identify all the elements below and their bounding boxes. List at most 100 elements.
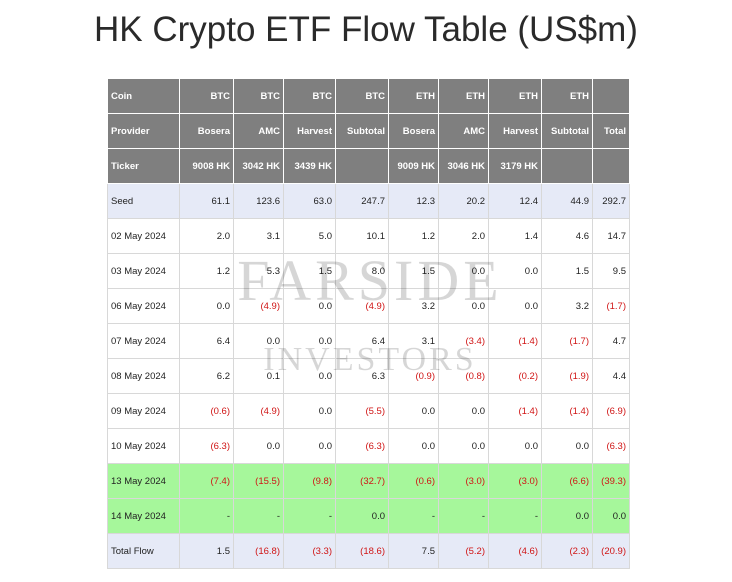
row-label: 08 May 2024 (107, 358, 180, 394)
table-cell: (6.3) (335, 428, 389, 464)
header-cell: BTC (179, 78, 234, 114)
header-cell (592, 78, 630, 114)
table-cell: (4.9) (233, 288, 284, 324)
table-cell: 0.0 (388, 428, 439, 464)
table-cell: (15.5) (233, 463, 284, 499)
header-cell (335, 148, 389, 184)
table-cell: 3.2 (541, 288, 593, 324)
table-cell: (4.9) (335, 288, 389, 324)
table-cell: 0.0 (283, 393, 336, 429)
table-cell: (16.8) (233, 533, 284, 569)
row-label: 09 May 2024 (107, 393, 180, 429)
table-cell: 3.2 (388, 288, 439, 324)
table-row: 14 May 2024- - -0.0- - -0.0 0.0 (107, 498, 630, 534)
row-label: Seed (107, 183, 180, 219)
table-cell: (20.9) (592, 533, 630, 569)
table-cell: 14.7 (592, 218, 630, 254)
row-label: 10 May 2024 (107, 428, 180, 464)
page-title: HK Crypto ETF Flow Table (US$m) (94, 10, 638, 49)
header-cell: ETH (488, 78, 542, 114)
table-cell: 0.0 (388, 393, 439, 429)
header-row-coin: Coin BTC BTC BTC BTC ETH ETH ETH ETH (107, 78, 630, 114)
table-cell: 4.6 (541, 218, 593, 254)
table-cell: 0.0 (233, 323, 284, 359)
header-cell: Total (592, 113, 630, 149)
table-cell: (3.0) (438, 463, 489, 499)
header-cell (592, 148, 630, 184)
table-cell: (6.3) (179, 428, 234, 464)
table-cell: 0.0 (592, 498, 630, 534)
table-cell: (7.4) (179, 463, 234, 499)
table-cell: (0.9) (388, 358, 439, 394)
table-cell: 4.7 (592, 323, 630, 359)
table-cell: (4.9) (233, 393, 284, 429)
table-cell: 5.3 (233, 253, 284, 289)
table-cell: 0.0 (438, 253, 489, 289)
table-cell: (0.6) (388, 463, 439, 499)
table-cell: (0.6) (179, 393, 234, 429)
header-cell: Harvest (488, 113, 542, 149)
table-cell: (0.8) (438, 358, 489, 394)
etf-flow-table: Coin BTC BTC BTC BTC ETH ETH ETH ETH Provider Bose… (107, 78, 630, 569)
row-label: 03 May 2024 (107, 253, 180, 289)
header-cell: AMC (233, 113, 284, 149)
header-cell: ETH (388, 78, 439, 114)
table-cell: (1.9) (541, 358, 593, 394)
table-cell: 9.5 (592, 253, 630, 289)
row-label: Total Flow (107, 533, 180, 569)
table-cell: - (233, 498, 284, 534)
table-cell: 1.5 (179, 533, 234, 569)
table-cell: (3.0) (488, 463, 542, 499)
header-cell: ETH (438, 78, 489, 114)
table-cell: - (488, 498, 542, 534)
header-cell: Harvest (283, 113, 336, 149)
table-cell: 61.1 (179, 183, 234, 219)
table-cell: 292.7 (592, 183, 630, 219)
header-cell: 3042 HK (233, 148, 284, 184)
header-cell: BTC (335, 78, 389, 114)
header-cell: 9009 HK (388, 148, 439, 184)
table-row: 06 May 2024 0.0 (4.9) 0.0 (4.9) 3.2 0.0 0.0 3.2(… (107, 288, 630, 324)
table-cell: 0.0 (179, 288, 234, 324)
table-cell: 0.0 (488, 288, 542, 324)
table-cell: (9.8) (283, 463, 336, 499)
table-row: 09 May 2024 (0.6) (4.9) 0.0 (5.5) 0.0 0.0 (1.4)… (107, 393, 630, 429)
table-cell: 0.0 (438, 393, 489, 429)
table-cell: 12.3 (388, 183, 439, 219)
header-cell: Bosera (179, 113, 234, 149)
header-cell: Subtotal (335, 113, 389, 149)
table-cell: 123.6 (233, 183, 284, 219)
table-cell: - (179, 498, 234, 534)
header-cell: 3179 HK (488, 148, 542, 184)
table-cell: 8.0 (335, 253, 389, 289)
header-label: Coin (107, 78, 180, 114)
table-cell: (1.4) (488, 323, 542, 359)
table-cell: 6.4 (179, 323, 234, 359)
table-cell: 1.2 (388, 218, 439, 254)
header-cell: BTC (283, 78, 336, 114)
table-cell: 3.1 (388, 323, 439, 359)
table-cell: 5.0 (283, 218, 336, 254)
table-cell: 6.3 (335, 358, 389, 394)
table-cell: 247.7 (335, 183, 389, 219)
header-label: Ticker (107, 148, 180, 184)
table-cell: (3.3) (283, 533, 336, 569)
table-cell: (6.9) (592, 393, 630, 429)
table-row: 08 May 2024 6.2 0.1 0.0 6.3 (0.9) (0.8) (0.2) (1… (107, 358, 630, 394)
header-cell: 9008 HK (179, 148, 234, 184)
header-row-ticker: Ticker 9008 HK 3042 HK 3439 HK 9009 HK 3046 H… (107, 148, 630, 184)
header-label: Provider (107, 113, 180, 149)
row-label: 14 May 2024 (107, 498, 180, 534)
table-row: 13 May 2024 (7.4) (15.5) (9.8) (32.7) (0.6) (3… (107, 463, 630, 499)
table-cell: 0.0 (488, 253, 542, 289)
table-cell: (1.4) (541, 393, 593, 429)
row-label: 02 May 2024 (107, 218, 180, 254)
table-row: Seed 61.1 123.6 63.0 247.7 12.3 20.2 12.4 44.9 29… (107, 183, 630, 219)
table-cell: 7.5 (388, 533, 439, 569)
table-cell: (1.4) (488, 393, 542, 429)
table-cell: (32.7) (335, 463, 389, 499)
header-cell: Subtotal (541, 113, 593, 149)
header-cell (541, 148, 593, 184)
header-cell: BTC (233, 78, 284, 114)
table-cell: (2.3) (541, 533, 593, 569)
